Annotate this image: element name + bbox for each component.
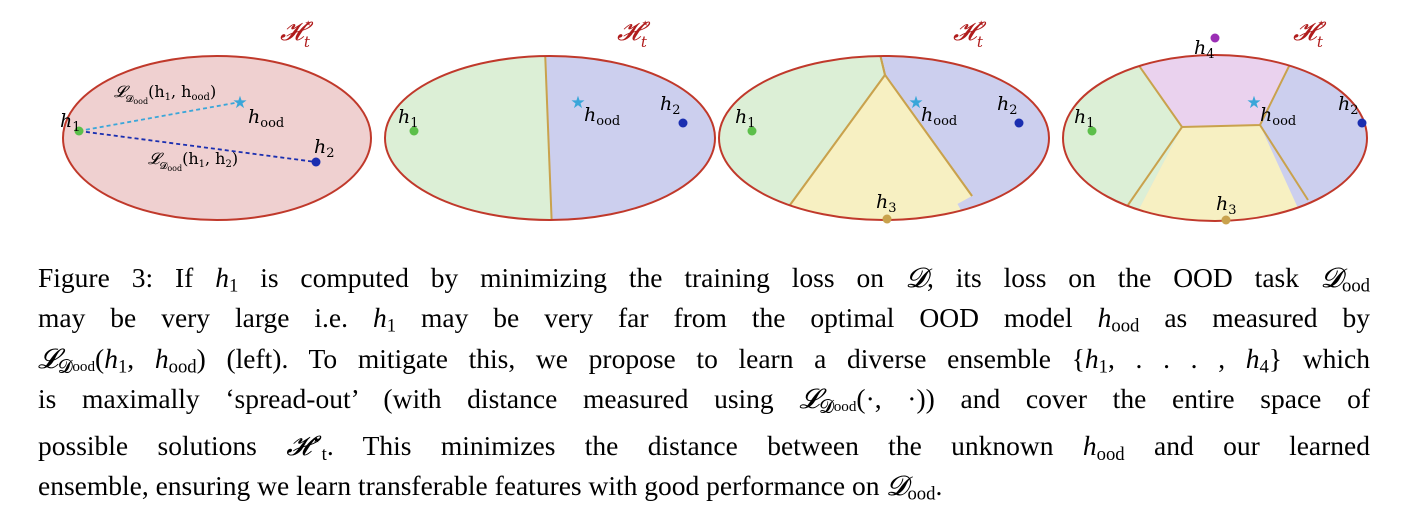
hypothesis-space-ellipse-4: [1062, 54, 1368, 222]
h2-point: [678, 118, 688, 128]
h2-label: h2: [997, 93, 1018, 118]
h3-label: h3: [876, 191, 897, 216]
distance-line-h1-hood: [78, 101, 241, 132]
hypothesis-space-label-3: 𝓗⋆ t: [953, 14, 987, 51]
caption-line-4: is maximally ‘spread-out’ (with distance…: [38, 383, 1370, 418]
panel-3: ★ h1 hood h2 h3 𝓗⋆ t: [718, 14, 1050, 224]
caption-line-3: 𝓛𝓓ood(h1, hood) (left). To mitigate this…: [38, 342, 1370, 378]
hood-label: hood: [921, 104, 957, 129]
panel-1: ★ h1 hood h2 𝓛𝓓ood(h1, hood) 𝓛𝓓ood(h1, h…: [60, 14, 372, 221]
h1-label: h1: [1074, 106, 1095, 131]
caption-line-6: ensemble, ensuring we learn transferable…: [38, 470, 943, 505]
region-h2: [879, 56, 1049, 220]
region-h1: [385, 56, 552, 220]
hood-star-icon: ★: [232, 93, 247, 112]
h4-point: [1210, 33, 1220, 43]
h1-point: [747, 126, 757, 136]
h1-label: h1: [398, 106, 419, 131]
hood-label: hood: [584, 104, 620, 129]
h2-label: h2: [314, 136, 335, 161]
panel-4: ★ h1 hood h2 h3 h4 𝓗⋆ t: [1062, 14, 1368, 225]
region-h4: [1128, 55, 1297, 127]
figure-caption: Figure 3: If h1 is computed by minimizin…: [38, 262, 1370, 511]
hypothesis-space-label-2: 𝓗⋆ t: [617, 14, 651, 51]
h3-point: [1221, 215, 1231, 225]
h3-point: [882, 214, 892, 224]
h2-point: [311, 157, 321, 167]
caption-line-1: Figure 3: If h1 is computed by minimizin…: [38, 262, 1370, 297]
hood-star-icon: ★: [570, 93, 585, 112]
hood-star-icon: ★: [1246, 93, 1261, 112]
h1-label: h1: [60, 110, 81, 135]
loss-label-h1-h2: 𝓛𝓓ood(h1, h2): [148, 149, 238, 173]
panel-2: ★ h1 hood h2 𝓗⋆ t: [384, 14, 716, 221]
figure-3-diagram: ★ h1 hood h2 𝓛𝓓ood(h1, hood) 𝓛𝓓ood(h1, h…: [0, 0, 1409, 240]
h2-point: [1357, 118, 1367, 128]
h2-point: [1014, 118, 1024, 128]
hypothesis-space-label-1: 𝓗⋆ t: [280, 14, 314, 51]
hood-label: hood: [248, 106, 284, 131]
figure-svg: ★ h1 hood h2 𝓛𝓓ood(h1, hood) 𝓛𝓓ood(h1, h…: [60, 14, 1368, 225]
boundary-line: [544, 56, 553, 220]
hypothesis-space-label-4: 𝓗⋆ t: [1293, 14, 1327, 51]
hood-star-icon: ★: [908, 93, 923, 112]
h3-label: h3: [1216, 193, 1237, 218]
hypothesis-space-ellipse-1: [62, 55, 372, 221]
h2-label: h2: [660, 93, 681, 118]
h1-point: [409, 126, 419, 136]
h1-label: h1: [735, 106, 756, 131]
h4-label: h4: [1194, 37, 1215, 62]
caption-line-2: may be very large i.e. h1 may be very fa…: [38, 302, 1371, 337]
h1-point: [74, 126, 84, 136]
distance-line-h1-h2: [78, 130, 317, 163]
h2-label: h2: [1338, 93, 1359, 118]
caption-line-5: possible solutions 𝓗⋆t. This minimizes t…: [38, 429, 1370, 465]
hood-label: hood: [1260, 104, 1296, 129]
h1-point: [1087, 126, 1097, 136]
hypothesis-space-ellipse-2: [384, 55, 716, 221]
region-h3: [1128, 125, 1308, 221]
